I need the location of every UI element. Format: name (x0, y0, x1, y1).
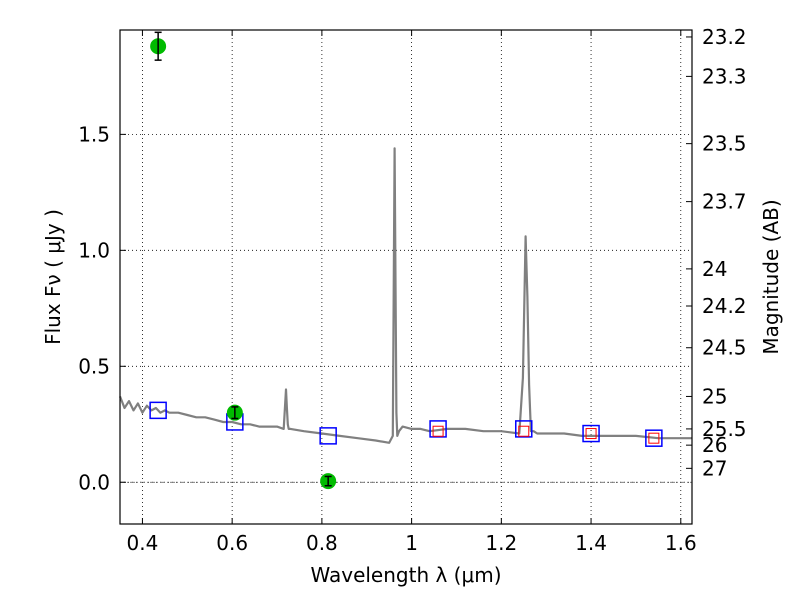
model-photometry-inner-marker (518, 425, 530, 437)
y-tick-label: 1.5 (78, 122, 110, 146)
x-tick-label: 1.6 (665, 531, 697, 555)
magnitude-tick-label: 23.5 (702, 132, 747, 156)
magnitude-tick-label: 27 (702, 456, 727, 480)
model-photometry-marker (149, 401, 167, 420)
x-tick-label: 0.4 (127, 531, 159, 555)
model-photometry-inner-marker (585, 428, 597, 440)
x-tick-label: 0.8 (306, 531, 338, 555)
x-tick-label: 1.2 (485, 531, 517, 555)
y-axis-title: Flux Fν ( μJy ) (41, 209, 65, 345)
model-photometry-marker (582, 424, 600, 443)
magnitude-tick-label: 25 (702, 384, 727, 408)
grid (120, 30, 692, 524)
y2-axis-title: Magnitude (AB) (759, 199, 783, 354)
y-tick-label: 0.0 (78, 470, 110, 494)
plot-frame (119, 29, 693, 525)
y-tick-label: 1.0 (78, 238, 110, 262)
magnitude-tick-label: 25.5 (702, 417, 747, 441)
model-photometry-marker (319, 427, 337, 445)
model-photometry-inner-marker (432, 425, 444, 437)
ticks: 0.4 0.6 0.8 1 1.2 1.4 1.6 0.0 0.5 1.0 1.5 23.2 23.3 2… (78, 25, 746, 555)
magnitude-tick-label: 23.3 (702, 64, 747, 88)
x-axis-title: Wavelength λ (μm) (310, 563, 501, 587)
model-photometry-marker (429, 420, 447, 438)
x-tick-label: 1 (405, 531, 418, 555)
magnitude-tick-label: 26 (702, 433, 727, 457)
model-photometry-marker (515, 420, 533, 438)
x-tick-label: 1.4 (575, 531, 607, 555)
magnitude-tick-label: 24 (702, 257, 727, 281)
model-photometry-inner-marker (648, 432, 660, 444)
magnitude-tick-label: 24.5 (702, 336, 747, 360)
magnitude-tick-label: 23.2 (702, 25, 747, 49)
model-photometry-marker (645, 429, 663, 447)
magnitude-tick-label: 23.7 (702, 190, 747, 214)
magnitude-tick-label: 24.2 (702, 294, 747, 318)
x-tick-label: 0.6 (216, 531, 248, 555)
y-tick-label: 0.5 (78, 354, 110, 378)
plot-area (118, 31, 692, 490)
